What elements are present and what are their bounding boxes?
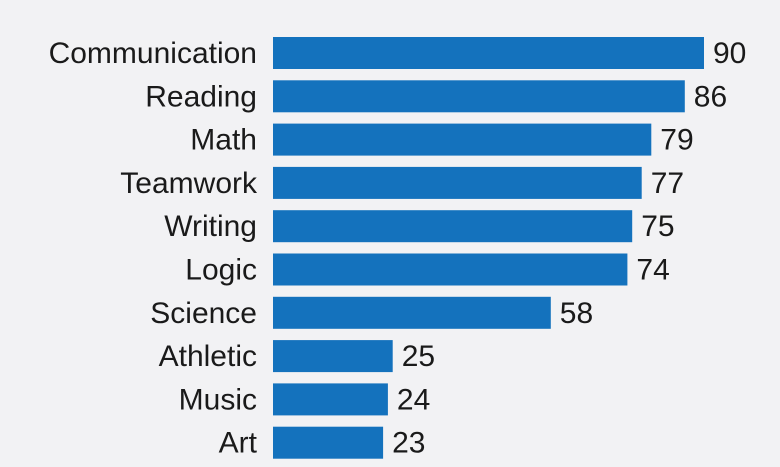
bar-athletic (273, 340, 393, 373)
category-label-communication: Communication (49, 37, 257, 70)
value-label-art: 23 (392, 427, 425, 460)
value-label-teamwork: 77 (651, 167, 684, 200)
category-label-art: Art (219, 427, 258, 460)
category-labels-group: Communication Reading Math Teamwork Writing L… (49, 37, 258, 460)
category-label-reading: Reading (145, 80, 257, 113)
bar-reading (273, 80, 685, 113)
category-label-teamwork: Teamwork (120, 167, 258, 200)
value-label-logic: 74 (636, 254, 669, 287)
bar-logic (273, 253, 628, 286)
bar-art (273, 426, 384, 459)
category-label-music: Music (179, 383, 257, 416)
value-label-science: 58 (560, 297, 593, 330)
category-label-writing: Writing (164, 210, 257, 243)
bars-group (273, 37, 704, 459)
value-label-music: 24 (397, 383, 430, 416)
value-label-math: 79 (660, 124, 693, 157)
value-label-communication: 90 (713, 37, 746, 70)
bar-communication (273, 37, 704, 69)
category-label-science: Science (150, 297, 257, 330)
category-label-math: Math (190, 124, 257, 157)
bar-math (273, 123, 652, 156)
category-label-logic: Logic (185, 254, 257, 287)
bar-writing (273, 210, 633, 243)
value-label-writing: 75 (641, 210, 674, 243)
value-label-reading: 86 (694, 80, 727, 113)
value-label-athletic: 25 (402, 340, 435, 373)
bar-teamwork (273, 166, 642, 199)
category-label-athletic: Athletic (159, 340, 257, 373)
bar-music (273, 383, 388, 416)
bar-science (273, 296, 551, 329)
